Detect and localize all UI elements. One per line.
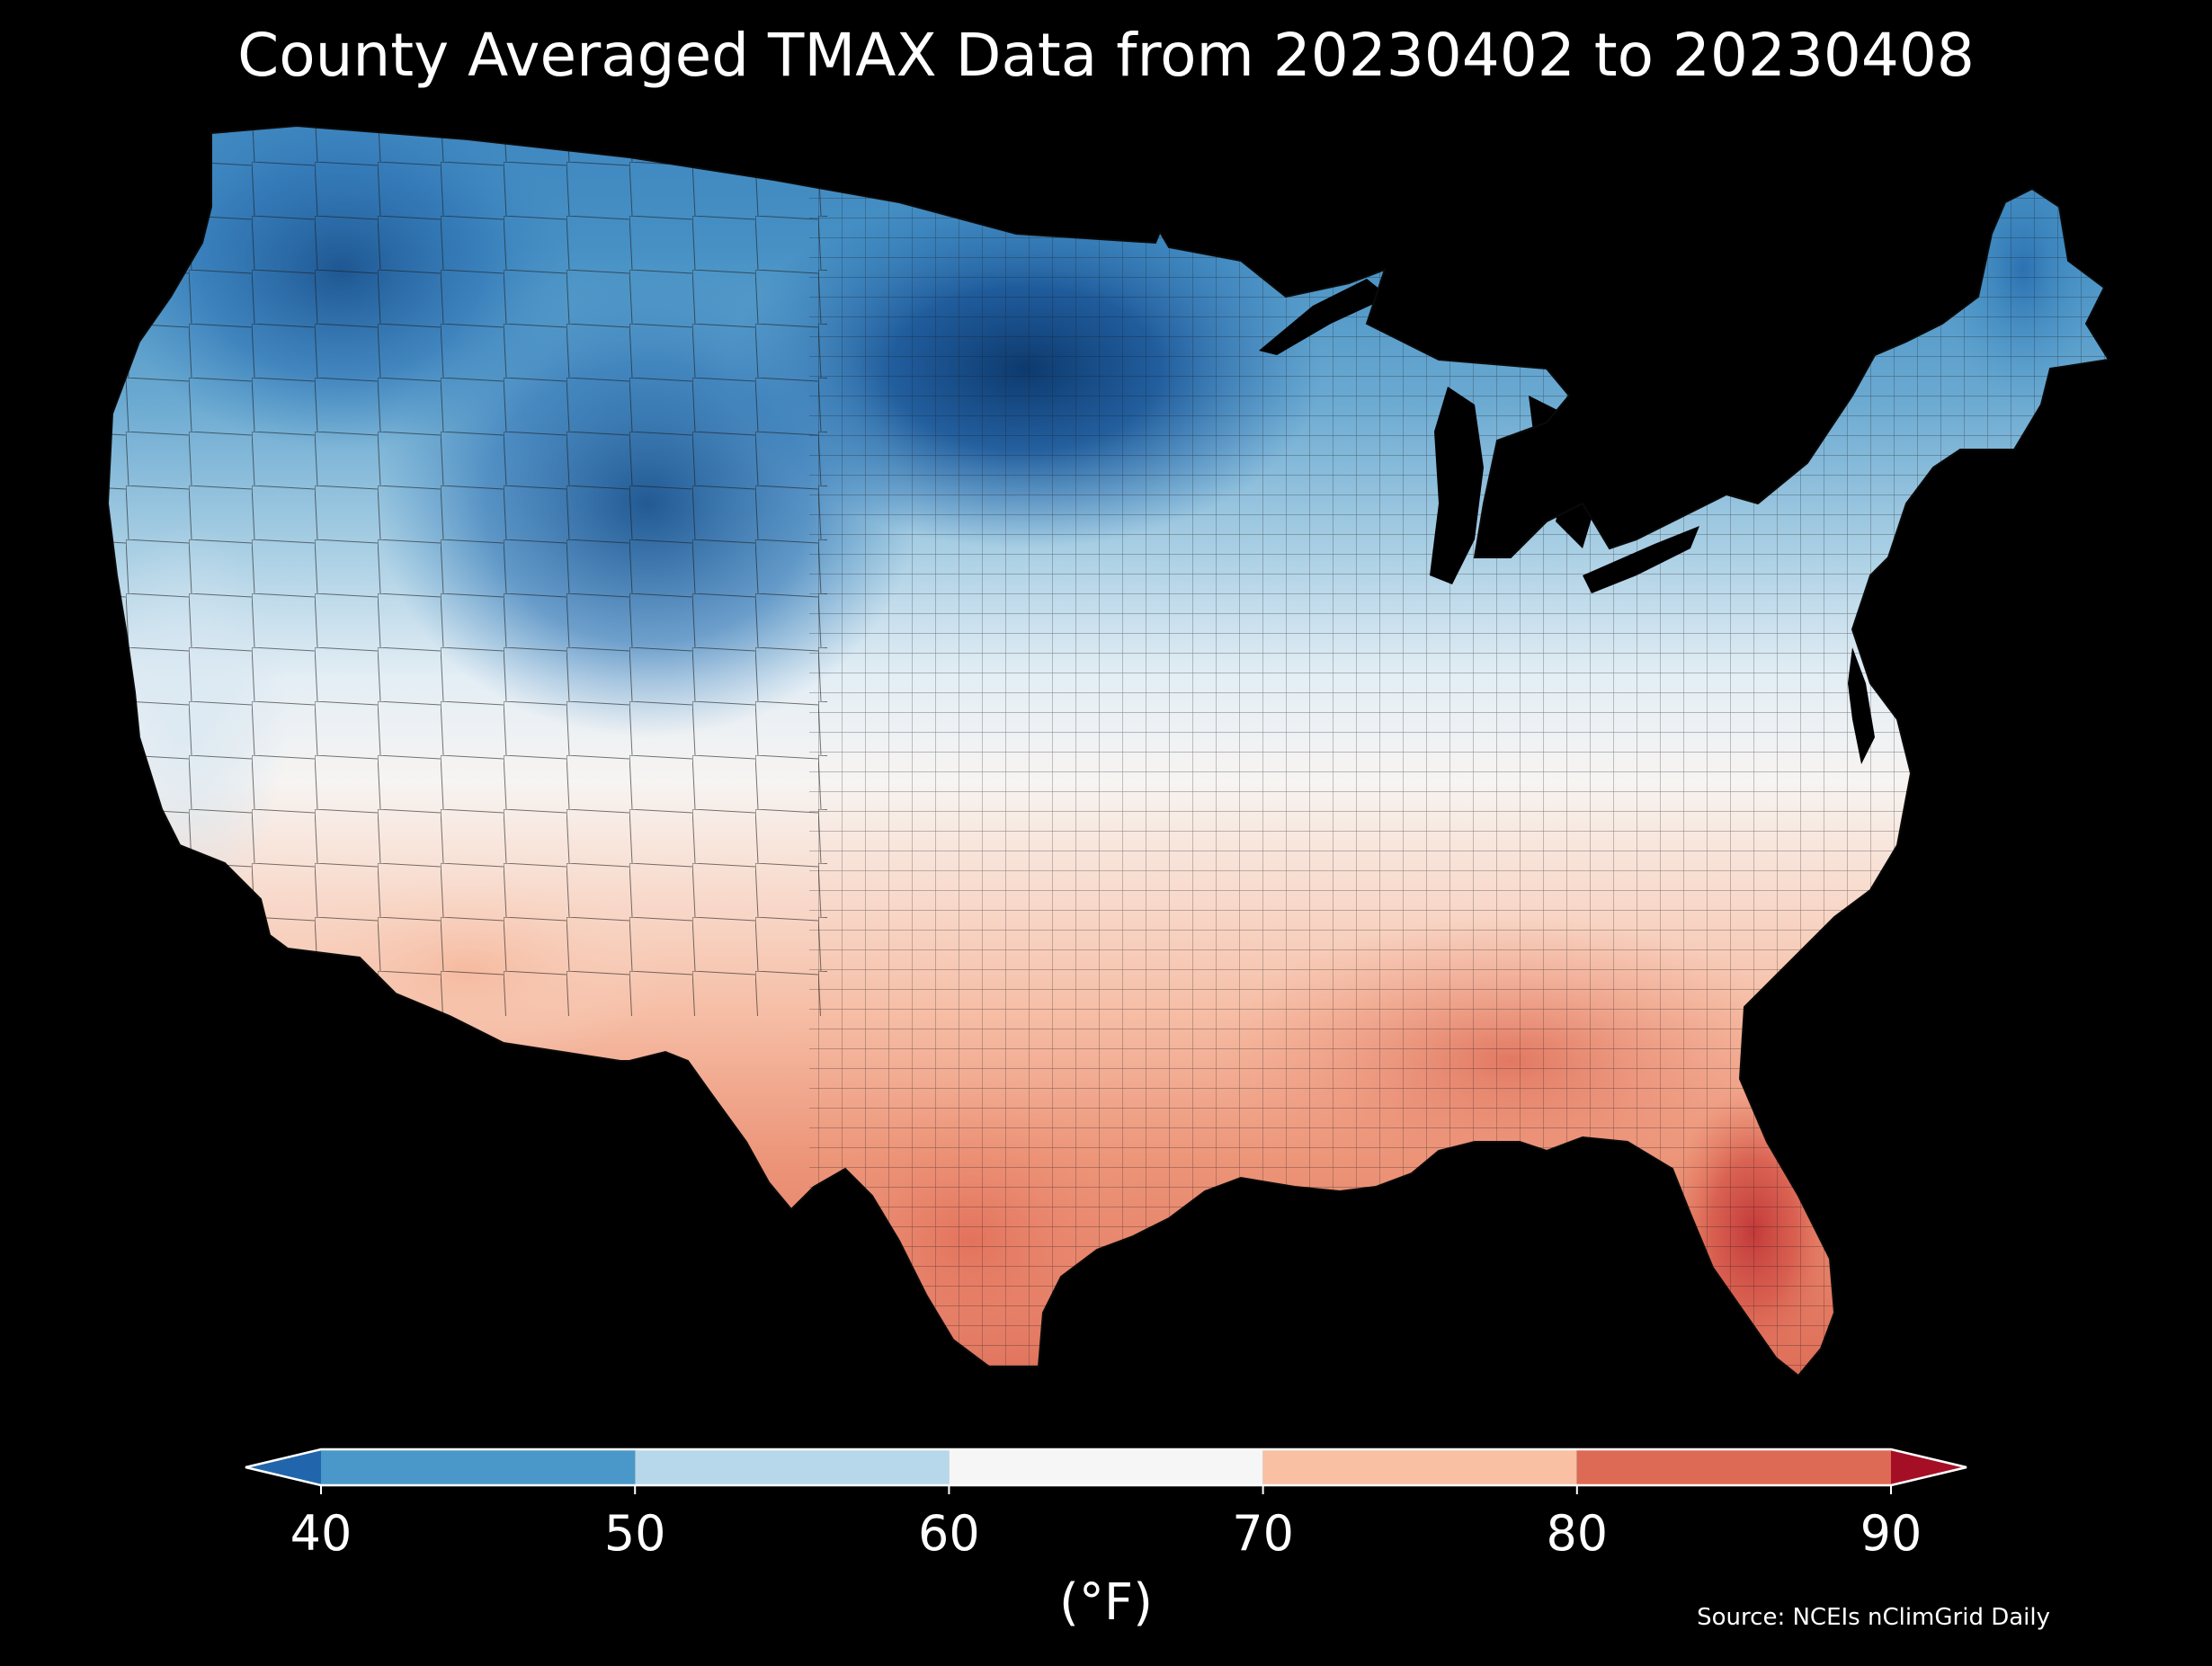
colorbar-bin-0: [321, 1449, 636, 1485]
colorbar-bin-2: [949, 1449, 1263, 1485]
colorbar-unit-label: (°F): [1059, 1573, 1153, 1632]
colorbar-bin-3: [1262, 1449, 1577, 1485]
colorbar-over-arrow: [1891, 1449, 1967, 1485]
lake-michigan: [1430, 387, 1484, 584]
lake-superior: [1259, 279, 1389, 355]
chesapeake-bay: [1848, 647, 1875, 764]
colorbar-bin-1: [635, 1449, 950, 1485]
county-borders-east: [809, 126, 2109, 1376]
colorbar-under-arrow: [245, 1449, 321, 1485]
colorbar-bin-4: [1576, 1449, 1891, 1485]
colorbar-tick-label-2: 60: [918, 1505, 980, 1562]
colorbar: 40 50 60 70 80 90: [245, 1448, 1967, 1562]
lake-huron: [1529, 396, 1596, 548]
colorbar-tick-label-4: 80: [1546, 1505, 1608, 1562]
colorbar-tick-label-0: 40: [290, 1505, 352, 1562]
colorbar-tick-label-3: 70: [1232, 1505, 1294, 1562]
us-county-map: [108, 126, 2109, 1376]
source-attribution: Source: NCEIs nClimGrid Daily: [1697, 1604, 2050, 1631]
county-borders-west: [108, 126, 827, 1016]
lake-erie: [1583, 526, 1699, 593]
colorbar-tick-label-5: 90: [1860, 1505, 1922, 1562]
colorbar-tick-label-1: 50: [604, 1505, 666, 1562]
map-title: County Averaged TMAX Data from 20230402 …: [237, 21, 1975, 90]
